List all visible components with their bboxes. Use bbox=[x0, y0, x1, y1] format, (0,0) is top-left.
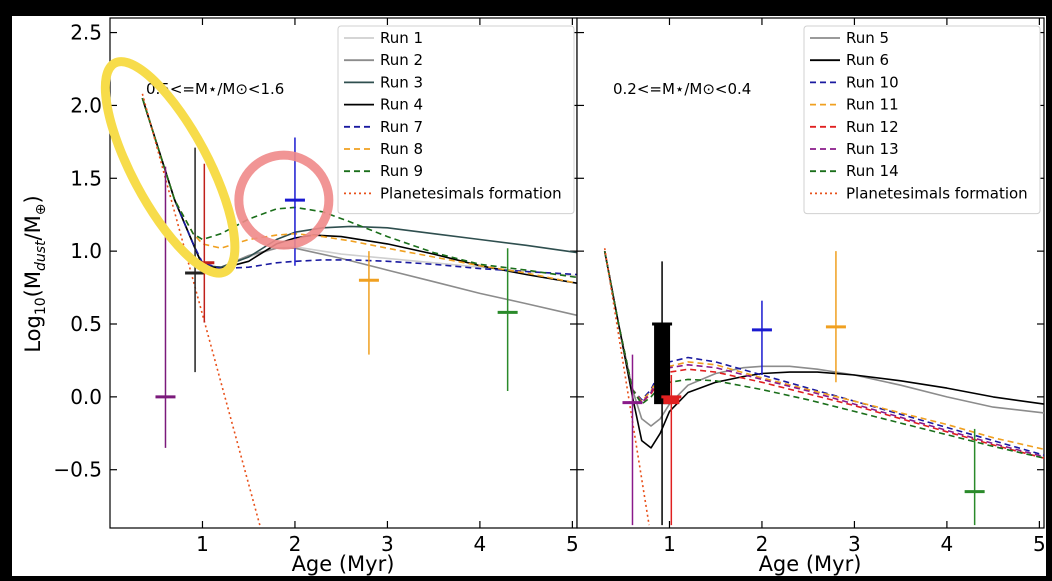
y-axis-label: Log10(Mdust/M⊕) bbox=[21, 195, 49, 352]
y-tick-label: 2.0 bbox=[70, 93, 102, 117]
border-strip bbox=[0, 530, 6, 581]
left-annotation: 0.5<=M⋆/M⊙<1.6 bbox=[146, 80, 284, 98]
y-tick-label: 1.5 bbox=[70, 166, 102, 190]
legend-label: Run 8 bbox=[380, 140, 423, 158]
right-series-group bbox=[603, 248, 1045, 526]
legend-label: Run 12 bbox=[846, 118, 899, 136]
series-line-run-10 bbox=[603, 250, 1045, 456]
y-tick-label: −0.5 bbox=[53, 458, 102, 482]
series-line-run-6 bbox=[603, 250, 1045, 449]
legend-label: Run 2 bbox=[380, 51, 423, 69]
highlight-circle bbox=[234, 150, 334, 250]
legend-label: Run 10 bbox=[846, 73, 899, 91]
legend-label: Run 14 bbox=[846, 162, 899, 180]
x-tick-label: 5 bbox=[1033, 532, 1046, 556]
x-tick-label: 1 bbox=[663, 532, 676, 556]
legend-box bbox=[803, 25, 1041, 215]
x-tick-label: 2 bbox=[289, 532, 302, 556]
legend-label: Run 7 bbox=[380, 118, 423, 136]
legend-label: Planetesimals formation bbox=[380, 184, 562, 202]
legend-label: Run 1 bbox=[380, 29, 423, 47]
x-tick-label: 5 bbox=[566, 532, 579, 556]
legend-label: Run 3 bbox=[380, 73, 423, 91]
left-x-axis-label: Age (Myr) bbox=[292, 552, 395, 576]
series-line-run-9 bbox=[141, 97, 578, 279]
x-tick-label: 4 bbox=[474, 532, 487, 556]
x-tick-label: 4 bbox=[941, 532, 954, 556]
y-tick-label: 0.0 bbox=[70, 385, 102, 409]
series-line-run-7 bbox=[141, 97, 578, 276]
series-line-run-8 bbox=[141, 97, 578, 284]
y-tick-label: 2.5 bbox=[70, 21, 102, 45]
series-line-run-14 bbox=[603, 250, 1045, 459]
right-observations bbox=[622, 251, 985, 526]
right-x-axis-label: Age (Myr) bbox=[759, 552, 862, 576]
left-legend: Run 1 Run 2 Run 3 Run 4 Run 7 Run 8 Run 9 Plane… bbox=[337, 25, 575, 215]
series-line-run-13 bbox=[603, 250, 1045, 458]
legend-label: Run 4 bbox=[380, 96, 423, 114]
legend-label: Planetesimals formation bbox=[846, 184, 1028, 202]
legend-box bbox=[337, 25, 575, 215]
series-line-run-12 bbox=[603, 250, 1045, 459]
legend-label: Run 9 bbox=[380, 162, 423, 180]
highlight-ellipse bbox=[100, 57, 240, 278]
x-tick-label: 2 bbox=[756, 532, 769, 556]
x-tick-label: 1 bbox=[196, 532, 209, 556]
legend-label: Run 5 bbox=[846, 29, 889, 47]
series-line-planetesimals-formation bbox=[603, 248, 650, 526]
left-highlights bbox=[100, 57, 334, 278]
y-tick-label: 0.5 bbox=[70, 312, 102, 336]
left-panel: 1 2 3 4 5 2.5 2.0 1.5 1.0 0.5 0.0 −0.5 0.5<=M⋆/M⊙<1… bbox=[21, 17, 579, 576]
legend-label: Run 11 bbox=[846, 96, 899, 114]
left-ticks: 1 2 3 4 5 2.5 2.0 1.5 1.0 0.5 0.0 −0.5 bbox=[53, 18, 579, 556]
legend-label: Run 13 bbox=[846, 140, 899, 158]
x-tick-label: 3 bbox=[381, 532, 394, 556]
legend-label: Run 6 bbox=[846, 51, 889, 69]
right-ticks: 1 2 3 4 5 bbox=[577, 18, 1046, 556]
y-tick-label: 1.0 bbox=[70, 239, 102, 263]
x-tick-label: 3 bbox=[848, 532, 861, 556]
right-annotation: 0.2<=M⋆/M⊙<0.4 bbox=[613, 80, 751, 98]
series-line-run-11 bbox=[603, 250, 1045, 451]
right-legend: Run 5 Run 6 Run 10 Run 11 Run 12 Run 13 Run 14… bbox=[803, 25, 1041, 215]
